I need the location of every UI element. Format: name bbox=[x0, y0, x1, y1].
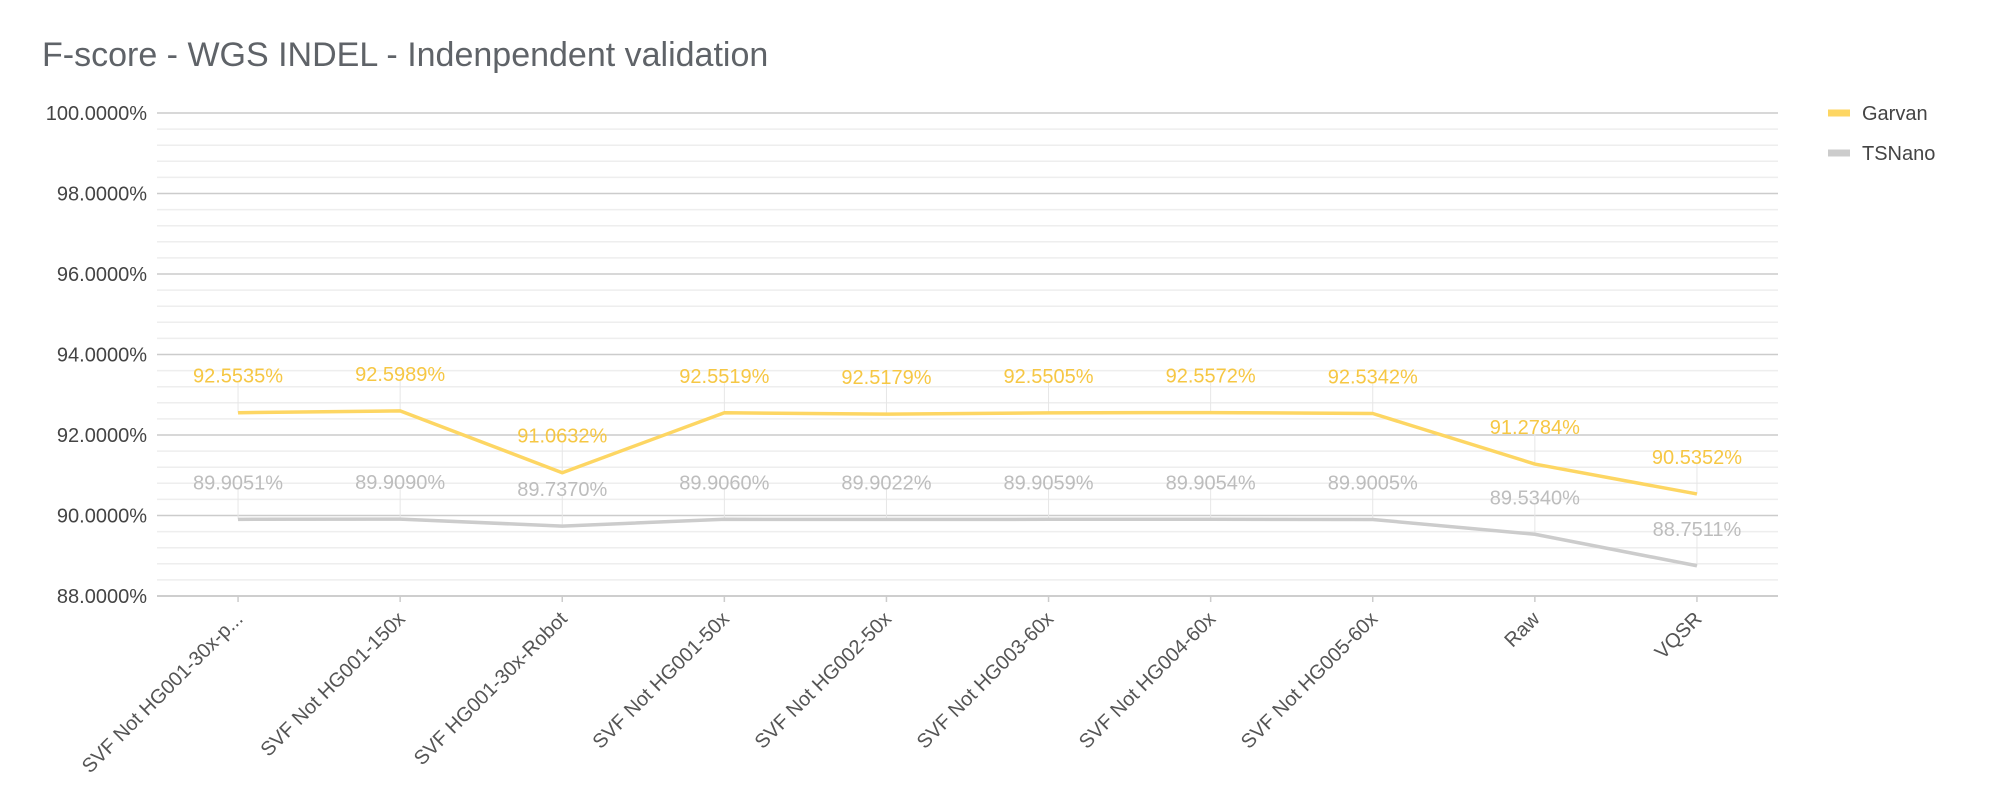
data-label: 89.9090% bbox=[355, 472, 445, 494]
x-tick-label: SVF HG001-30x-Robot bbox=[410, 608, 572, 770]
x-tick-label: SVF Not HG003-60x bbox=[913, 608, 1058, 753]
y-tick-label: 88.0000% bbox=[57, 586, 147, 608]
data-label: 89.9059% bbox=[1004, 472, 1094, 494]
x-tick-label: SVF Not HG001-30x-p... bbox=[78, 608, 248, 778]
series-line-garvan bbox=[238, 409, 1698, 496]
x-tick-label: SVF Not HG005-60x bbox=[1237, 608, 1382, 753]
series-line-tsnano bbox=[238, 517, 1698, 568]
x-tick-label: SVF Not HG001-50x bbox=[589, 608, 734, 753]
y-tick-label: 90.0000% bbox=[57, 506, 147, 528]
data-label: 89.9054% bbox=[1166, 472, 1256, 494]
y-tick-label: 98.0000% bbox=[57, 184, 147, 206]
data-label: 89.9022% bbox=[841, 472, 931, 494]
y-tick-label: 96.0000% bbox=[57, 264, 147, 286]
data-label: 91.0632% bbox=[517, 426, 607, 448]
legend-label-garvan: Garvan bbox=[1862, 103, 1928, 125]
data-label: 92.5572% bbox=[1166, 366, 1256, 388]
data-label: 92.5519% bbox=[679, 366, 769, 388]
data-label: 89.5340% bbox=[1490, 487, 1580, 509]
y-tick-label: 100.0000% bbox=[46, 103, 147, 125]
data-label: 89.7370% bbox=[517, 479, 607, 501]
data-label: 89.9051% bbox=[193, 472, 283, 494]
data-label: 92.5505% bbox=[1004, 366, 1094, 388]
x-tick-label: SVF Not HG001-150x bbox=[257, 608, 410, 761]
data-label: 91.2784% bbox=[1490, 417, 1580, 439]
data-label: 92.5342% bbox=[1328, 366, 1418, 388]
data-label: 92.5989% bbox=[355, 364, 445, 386]
data-label: 88.7511% bbox=[1653, 519, 1742, 541]
y-tick-label: 92.0000% bbox=[57, 425, 147, 447]
data-label: 89.9060% bbox=[679, 472, 769, 494]
data-label: 89.9005% bbox=[1328, 473, 1418, 495]
data-label: 92.5179% bbox=[841, 367, 931, 389]
x-tick-label: VQSR bbox=[1651, 608, 1707, 664]
x-tick-label: Raw bbox=[1501, 608, 1545, 652]
legend-label-tsnano: TSNano bbox=[1862, 143, 1935, 165]
chart-title: F-score - WGS INDEL - Indenpendent valid… bbox=[42, 36, 769, 74]
x-tick-label: SVF Not HG002-50x bbox=[751, 608, 896, 753]
data-label: 92.5535% bbox=[193, 366, 283, 388]
y-tick-label: 94.0000% bbox=[57, 345, 147, 367]
data-label: 90.5352% bbox=[1652, 447, 1742, 469]
x-tick-label: SVF Not HG004-60x bbox=[1075, 608, 1220, 753]
